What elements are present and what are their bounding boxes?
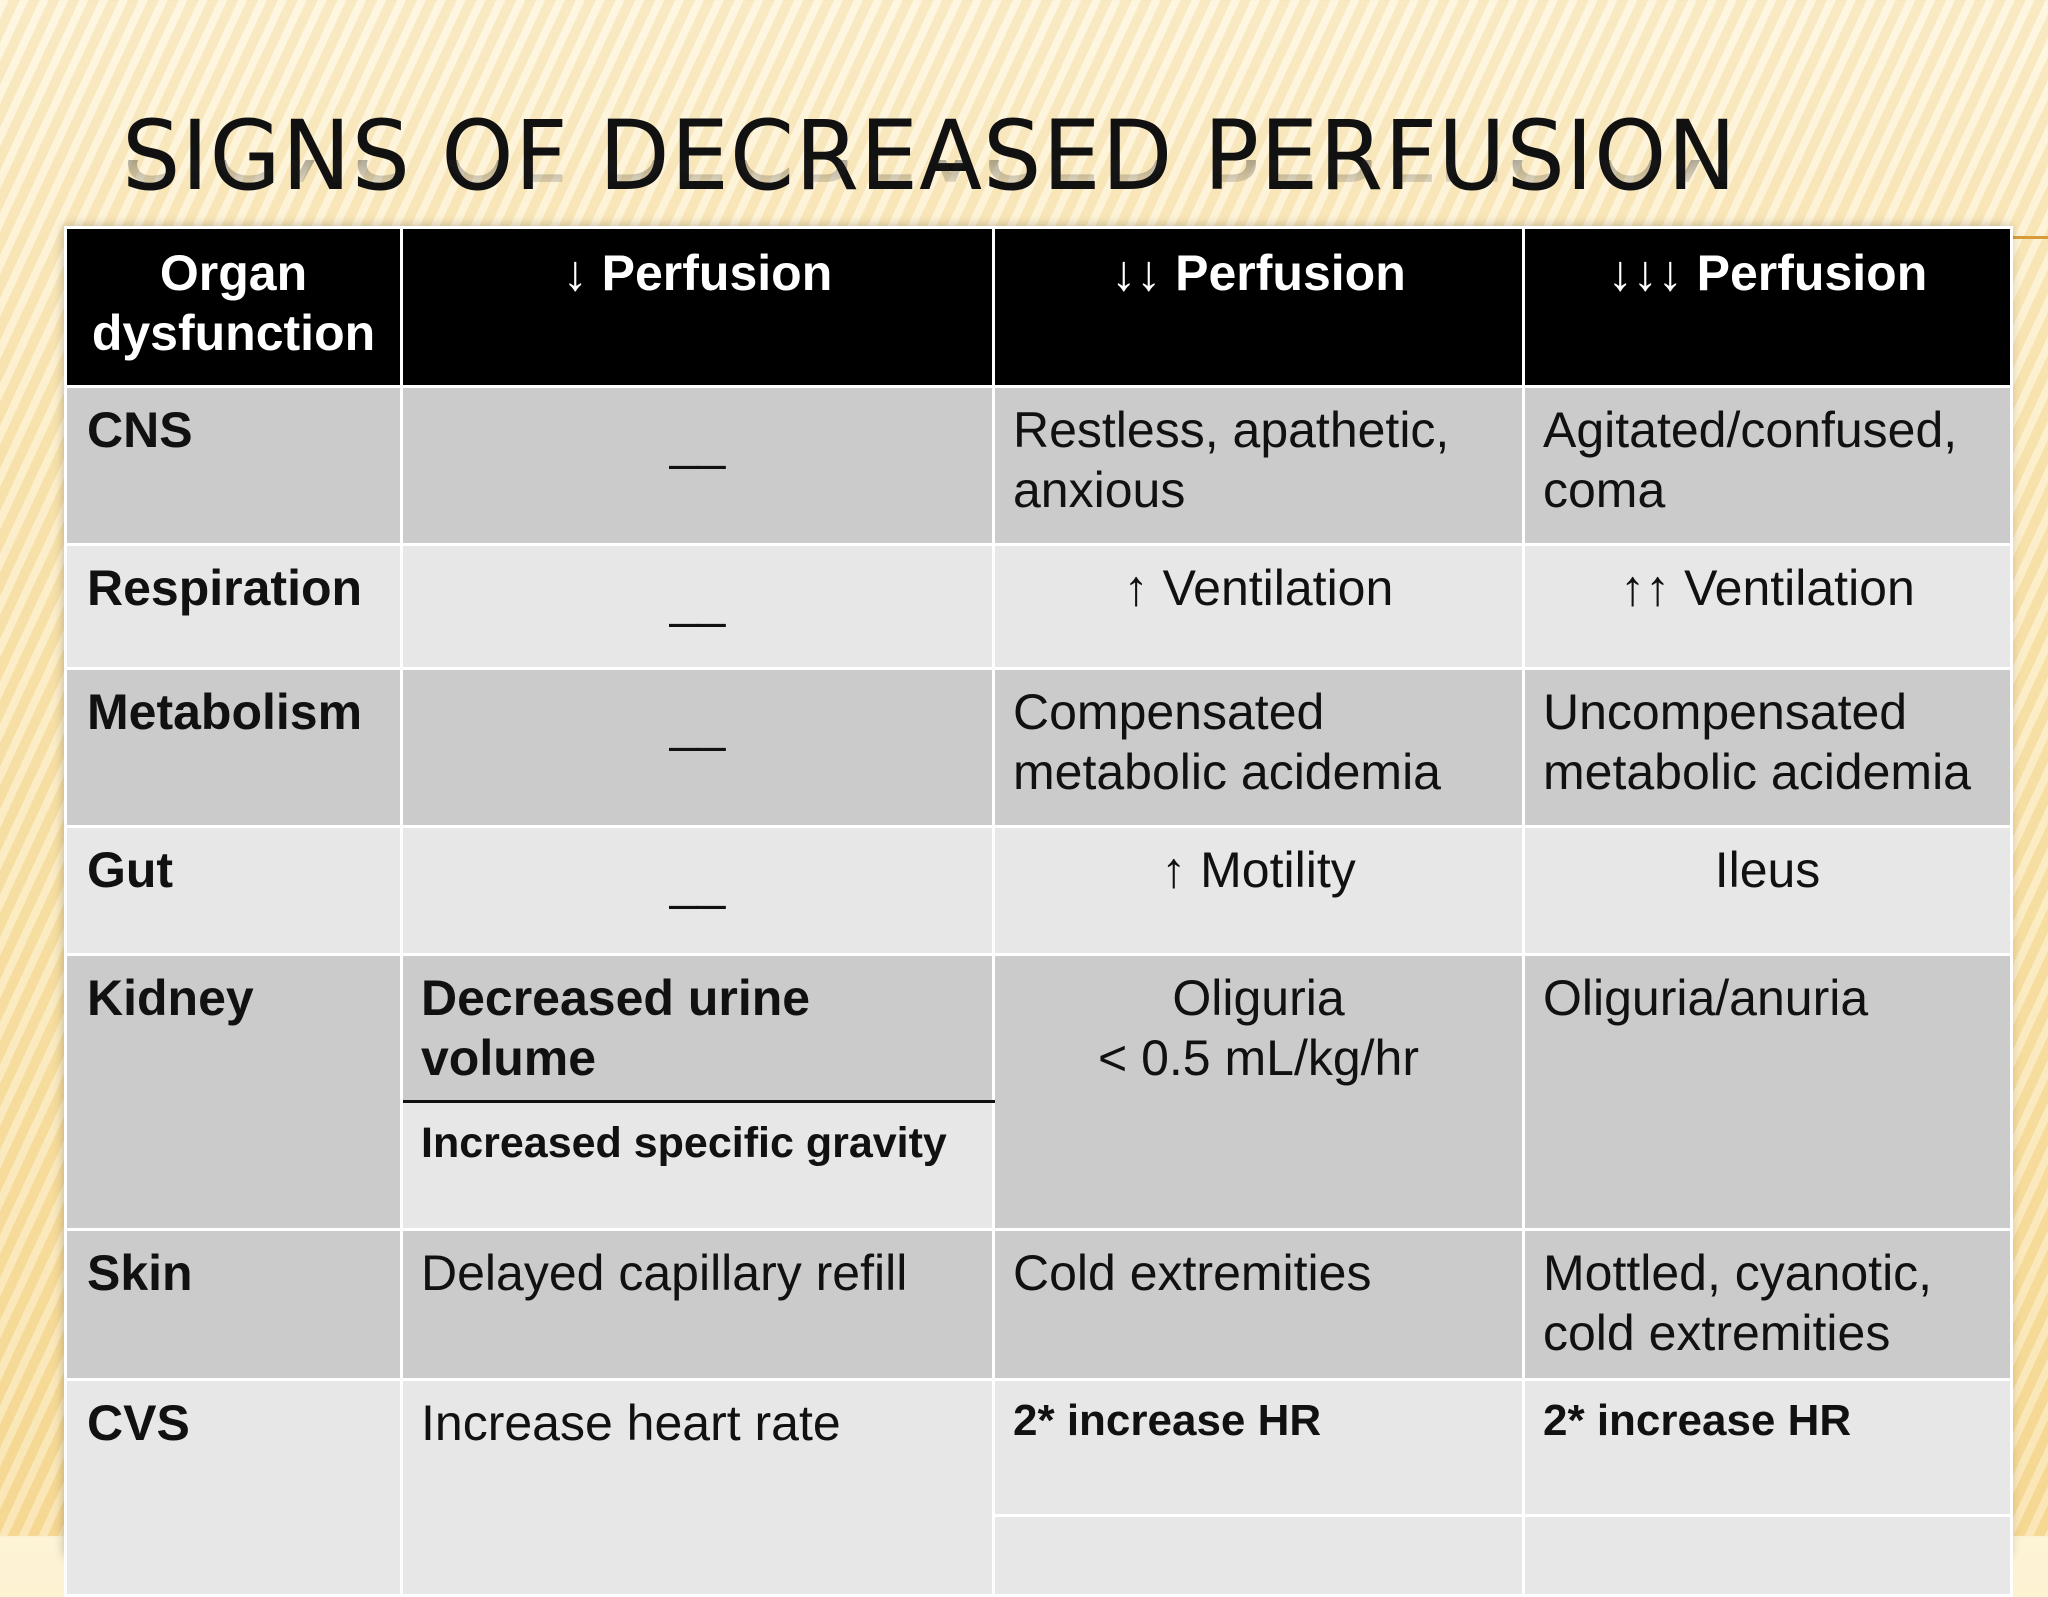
cell-metabolism-p1: __ [400,667,995,828]
header-perfusion-1: ↓ Perfusion [400,226,995,388]
slide-title: SIGNS OF DECREASED PERFUSION [122,99,1738,212]
cell-kidney-p3: Oliguria/anuria [1522,953,2013,1231]
cell-cns-p3: Agitated/confused, coma [1522,385,2013,546]
table-row-kidney: Kidney Decreased urine volume Oliguria <… [64,953,2013,1231]
cell-metabolism-p3: Uncompensated metabolic acidemia [1522,667,2013,828]
cell-cvs-p3: 2* increase HR [1522,1378,2013,1517]
cell-kidney-p1b: Increased specific gravity [400,1100,995,1231]
row-label-metabolism: Metabolism [64,667,403,828]
cell-skin-p1: Delayed capillary refill [400,1228,995,1381]
cell-cns-p2: Restless, apathetic, anxious [992,385,1525,546]
cell-gut-p1: __ [400,825,995,956]
cell-kidney-p2: Oliguria < 0.5 mL/kg/hr [992,953,1525,1231]
cell-respiration-p1: __ [400,543,995,670]
accent-line [2008,236,2048,239]
table-row-metabolism: Metabolism __ Compensated metabolic acid… [64,667,2013,828]
slide-title-reflection: SIGNS OF DECREASED PERFUSION [122,160,1737,200]
kidney-p2-line2: < 0.5 mL/kg/hr [1098,1030,1419,1086]
kidney-p2-line1: Oliguria [1172,970,1345,1026]
cell-skin-p3: Mottled, cyanotic, cold extremities [1522,1228,2013,1381]
cell-skin-p2: Cold extremities [992,1228,1525,1381]
table-row-gut: Gut __ ↑ Motility Ileus [64,825,2013,956]
row-label-gut: Gut [64,825,403,956]
title-block: SIGNS OF DECREASED PERFUSION SIGNS OF DE… [122,99,1738,218]
header-perfusion-3: ↓↓↓ Perfusion [1522,226,2013,388]
cell-kidney-p1a: Decreased urine volume [400,953,995,1103]
row-label-cvs: CVS [64,1378,403,1597]
row-label-cns: CNS [64,385,403,546]
cell-gut-p2: ↑ Motility [992,825,1525,956]
header-organ: Organ dysfunction [64,226,403,388]
cell-cns-p1: __ [400,385,995,546]
table-row-respiration: Respiration __ ↑ Ventilation ↑↑ Ventilat… [64,543,2013,670]
row-label-kidney: Kidney [64,953,403,1231]
row-label-skin: Skin [64,1228,403,1381]
row-label-respiration: Respiration [64,543,403,670]
table-row-kidney-sub: Increased specific gravity [66,1100,2012,1231]
cell-cvs-p2: 2* increase HR [992,1378,1525,1517]
table-row-cvs: CVS Increase heart rate 2* increase HR 2… [64,1378,2013,1597]
perfusion-table: Organ dysfunction ↓ Perfusion ↓↓ Perfusi… [64,226,2013,1597]
cell-respiration-p2: ↑ Ventilation [992,543,1525,670]
cell-respiration-p3: ↑↑ Ventilation [1522,543,2013,670]
cell-cvs-p3-sub [1522,1514,2013,1597]
table-row-skin: Skin Delayed capillary refill Cold extre… [64,1228,2013,1381]
cell-metabolism-p2: Compensated metabolic acidemia [992,667,1525,828]
header-perfusion-2: ↓↓ Perfusion [992,226,1525,388]
cell-cvs-p1: Increase heart rate [400,1378,995,1597]
cell-cvs-p2-sub [992,1514,1525,1597]
cell-gut-p3: Ileus [1522,825,2013,956]
table-row-cns: CNS __ Restless, apathetic, anxious Agit… [64,385,2013,546]
header-row: Organ dysfunction ↓ Perfusion ↓↓ Perfusi… [64,226,2013,388]
